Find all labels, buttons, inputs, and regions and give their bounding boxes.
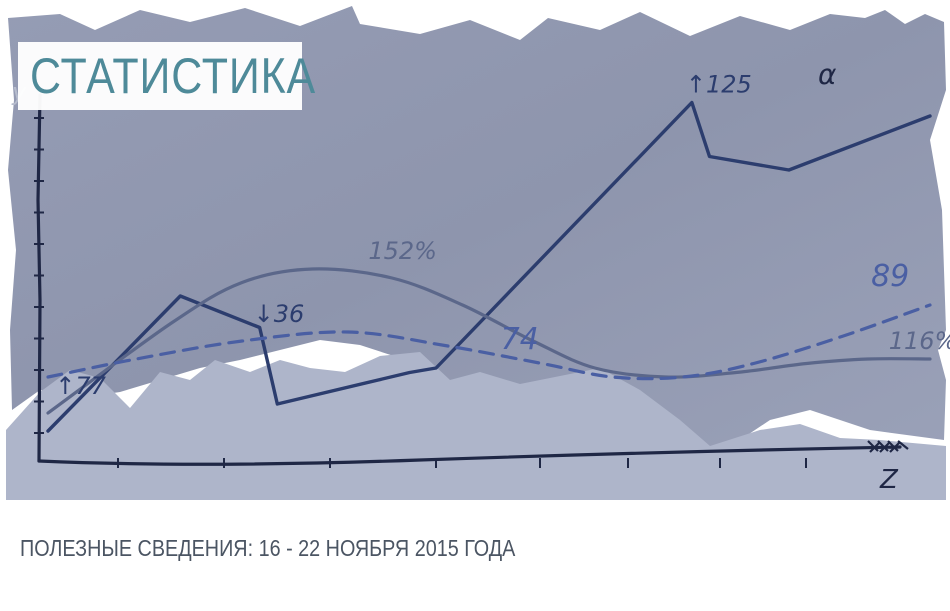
data-label: 116% — [889, 327, 950, 355]
x-axis-label: Z — [879, 465, 899, 495]
data-label: ↑125 — [686, 71, 752, 99]
series-lines — [46, 100, 932, 433]
page-subtitle: ПОЛЕЗНЫЕ СВЕДЕНИЯ: 16 - 22 НОЯБРЯ 2015 Г… — [20, 535, 516, 561]
series-end-label: α — [818, 58, 837, 91]
data-label: 74 — [501, 322, 539, 357]
series-annotations: ↑77 ↓36 ↑125 α 152% 116% 74 89 — [55, 58, 950, 400]
series-line-solid-mid — [46, 267, 932, 415]
title-box — [18, 42, 302, 110]
y-axis-line — [36, 93, 42, 463]
series-line-solid-dark — [46, 100, 932, 433]
series-line-dashed — [46, 303, 932, 381]
data-label: ↑77 — [55, 372, 106, 400]
data-label: 89 — [871, 259, 909, 294]
data-label: ↓36 — [254, 300, 305, 328]
torn-board — [8, 6, 946, 455]
page-title: СТАТИСТИКА — [30, 48, 317, 104]
x-axis-line — [37, 445, 902, 466]
x-axis-arrow — [867, 440, 909, 453]
data-label: 152% — [368, 237, 437, 265]
